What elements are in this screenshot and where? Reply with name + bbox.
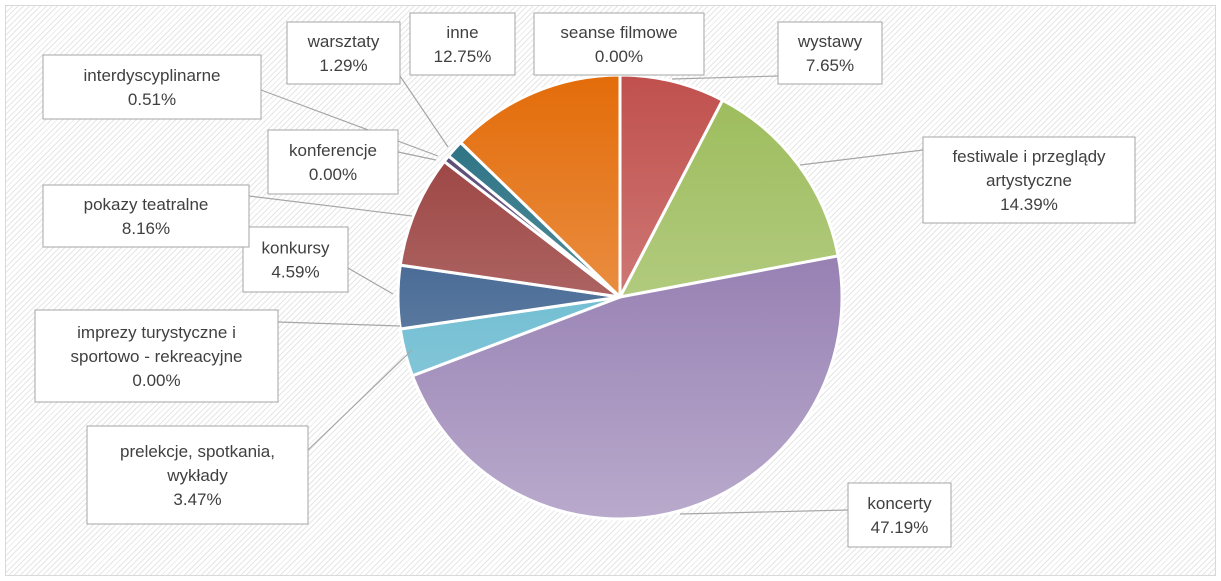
data-label-wystawy: wystawy 7.65% <box>777 21 883 85</box>
data-label-box <box>42 184 250 248</box>
leader-line-festiwale-i-przeglady-artystyczne <box>799 149 924 166</box>
data-label-box <box>86 425 309 525</box>
data-label-box <box>267 129 399 195</box>
data-label-value: 12.75% <box>434 47 492 66</box>
data-label-interdyscyplinarne: interdyscyplinarne 0.51% <box>42 54 262 120</box>
data-label-category: wystawy <box>797 32 863 51</box>
leader-line-wystawy <box>671 75 779 80</box>
data-label-value: 47.19% <box>871 518 929 537</box>
data-label-category: koncerty <box>867 494 932 513</box>
leader-line-pokazy-teatralne <box>248 195 413 217</box>
data-label-box <box>286 21 401 85</box>
data-label-pokazy-teatralne: pokazy teatralne 8.16% <box>42 184 250 248</box>
data-label-value: 4.59% <box>271 263 319 282</box>
data-label-box <box>409 12 516 76</box>
leader-line-imprezy-turystyczne-i-sportowo-rekreacyjne <box>277 321 401 327</box>
data-label-inne: inne 12.75% <box>409 12 516 76</box>
data-label-box <box>922 136 1136 224</box>
pie-slice-pokazy-teatralne <box>398 159 622 299</box>
data-label-category: sportowo - rekreacyjne <box>71 347 243 366</box>
data-label-box <box>34 309 279 403</box>
data-label-category: konkursy <box>261 239 330 258</box>
data-label-value: 0.00% <box>132 371 180 390</box>
data-label-category: konferencje <box>289 141 377 160</box>
data-label-warsztaty: warsztaty 1.29% <box>286 21 401 85</box>
leader-line-interdyscyplinarne <box>260 89 439 157</box>
data-label-koncerty: koncerty 47.19% <box>847 482 952 548</box>
data-label-konkursy: konkursy 4.59% <box>242 226 349 293</box>
data-label-category: pokazy teatralne <box>84 195 209 214</box>
data-label-category: inne <box>446 23 478 42</box>
data-label-imprezy-turystyczne-i-sportowo-rekreacyjne: imprezy turystyczne i sportowo - rekreacy… <box>34 309 279 403</box>
data-label-box <box>533 12 705 76</box>
data-label-seanse-filmowe: seanse filmowe 0.00% <box>533 12 705 76</box>
data-label-category: seanse filmowe <box>560 23 677 42</box>
data-label-box <box>777 21 883 85</box>
leader-line-konferencje <box>397 151 437 161</box>
data-label-value: 8.16% <box>122 219 170 238</box>
leader-line-warsztaty <box>399 75 449 148</box>
data-label-category: festiwale i przeglądy <box>952 147 1106 166</box>
data-label-category: warsztaty <box>307 32 380 51</box>
data-label-category: interdyscyplinarne <box>83 66 220 85</box>
data-label-box <box>847 482 952 548</box>
data-label-value: 14.39% <box>1000 195 1058 214</box>
data-label-box <box>242 226 349 293</box>
leader-line-prelekcje-spotkania-wyklady <box>307 349 413 451</box>
data-label-festiwale-i-przeglady-artystyczne: festiwale i przeglądy artystyczne 14.39% <box>922 136 1136 224</box>
data-label-value: 0.00% <box>309 165 357 184</box>
data-label-category: prelekcje, spotkania, <box>120 442 275 461</box>
pie-slice-koncerty <box>410 254 844 521</box>
data-label-konferencje: konferencje 0.00% <box>267 129 399 195</box>
data-label-box <box>42 54 262 120</box>
leader-line-konkursy <box>347 267 394 295</box>
data-label-prelekcje-spotkania-wyklady: prelekcje, spotkania, wykłady 3.47% <box>86 425 309 525</box>
leader-line-koncerty <box>679 509 849 515</box>
data-label-category: wykłady <box>166 466 228 485</box>
data-label-value: 0.51% <box>128 90 176 109</box>
data-label-value: 3.47% <box>173 490 221 509</box>
data-label-category: artystyczne <box>986 171 1072 190</box>
pie-slice-festiwale-i-przeglady-artystyczne <box>618 98 840 299</box>
data-label-value: 7.65% <box>806 56 854 75</box>
data-label-value: 0.00% <box>595 47 643 66</box>
data-label-value: 1.29% <box>319 56 367 75</box>
data-label-category: imprezy turystyczne i <box>77 323 236 342</box>
